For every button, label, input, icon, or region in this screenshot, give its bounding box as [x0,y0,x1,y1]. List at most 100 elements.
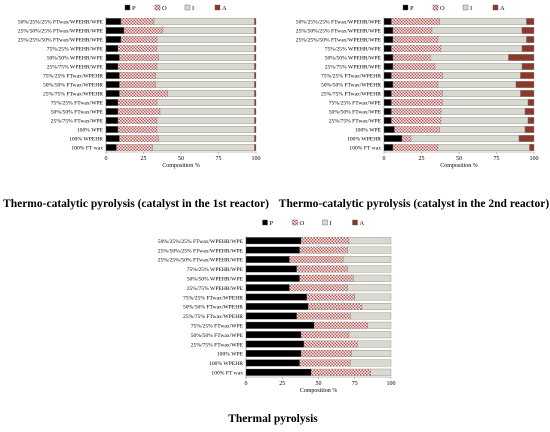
x-axis-label: Composition % [300,388,338,394]
category-label: 25%/75% FTwax/WPEHR [321,92,381,98]
bar-p [383,90,392,97]
bar-p [105,144,117,151]
legend-label-o: O [440,5,445,12]
bar-a [254,72,257,79]
bar-a [527,117,535,124]
caption-thermal-pyrolysis: Thermal pyrolysis [228,413,318,425]
bar-p [383,144,394,151]
x-tick-label: 0 [105,156,108,162]
category-label: 25%/25%/50% FTwax/WPEHR/WPE [296,38,382,44]
chart-catalyst-2nd-reactor: P O I A 50%/25%/25% FTwax/WPEHR/WPE 25%/50%/2… [296,4,539,169]
bar-p [383,81,394,88]
caption-catalyst-1st-reactor: Thermo-catalytic pyrolysis (catalyst in … [3,198,269,210]
bar-i [156,36,255,43]
x-axis-label: Composition % [440,163,478,169]
bar-i [437,144,530,151]
category-label: 100% FT wax [71,146,103,152]
category-label: 100% WPEHR [69,137,103,143]
bar-i [440,108,526,115]
bar-i [437,81,517,88]
bar-a [518,135,535,142]
bar-p [105,108,119,115]
bar-o [117,99,158,106]
bar-i [357,340,392,348]
bar-i [361,303,392,310]
bar-i [158,135,255,142]
bar-o [392,36,439,43]
category-label: 25%/75% FTwax/WPE [191,342,244,348]
bar-i [159,108,255,115]
bar-p [383,27,394,34]
bar-o [117,63,158,70]
bar-i [439,126,526,133]
bar-o [391,117,442,124]
bar-p [245,350,302,357]
category-label: 25%/75% WPEHR/WPE [47,65,104,71]
bar-p [105,45,119,52]
bar-a [254,117,257,124]
category-label: 50%/25%/25% FTwax/WPEHR/WPE [158,239,244,245]
bar-a [254,54,257,61]
bar-o [119,54,159,61]
x-tick-label: 75 [352,381,358,387]
bar-p [383,135,403,142]
bar-o [303,340,358,348]
bar-o [392,63,436,70]
bar-o [300,331,350,339]
bar-a [524,108,535,115]
bar-p [105,18,122,25]
bar-o [116,144,153,151]
bar-a [526,36,535,43]
legend-label-a: A [360,220,365,227]
bar-a [254,108,257,115]
bar-o [300,237,350,245]
bar-i [348,237,392,245]
bar-i [153,18,255,25]
legend-swatch-a [492,4,499,11]
bar-i [410,135,520,142]
legend-swatch-i [322,219,328,226]
bar-p [245,284,290,292]
bar-p [105,126,119,133]
bar-a [254,81,257,88]
category-label: 100% FT wax [349,146,381,152]
legend-swatch-o [154,4,161,11]
bar-o [120,36,158,43]
bar-p [245,321,315,329]
bar-o [392,81,439,88]
legend-swatch-p [402,4,409,11]
bar-p [245,246,300,254]
bar-i [351,350,392,357]
category-label: 25%/75% FTwax/WPEHR [183,314,243,320]
category-label: 50%/25%/25% FTwax/WPEHR/WPE [296,20,382,26]
bar-o [401,135,412,142]
bar-a [524,126,535,133]
bar-i [156,63,255,70]
bar-i [440,117,529,124]
bar-o [117,117,158,124]
bar-o [120,18,155,25]
bar-i [156,45,255,52]
bar-i [442,90,521,97]
bar-o [299,274,354,282]
legend-label-i: I [330,220,332,227]
category-label: 50%/50% FTwax/WPEHR [321,83,381,89]
bar-a [254,99,257,106]
bar-p [105,36,122,43]
bar-i [167,90,255,97]
category-label: 75%/25% WPEHR/WPE [325,47,382,53]
legend-label-p: P [132,5,136,12]
legend-swatch-a [214,4,221,11]
bar-p [383,72,392,79]
bar-i [442,72,521,79]
category-label: 50%/50% WPEHR/WPE [187,277,244,283]
category-label: 75%/25% WPEHR/WPE [187,267,244,273]
bar-p [105,117,119,124]
bar-o [311,368,371,376]
bar-i [437,36,527,43]
bar-a [521,27,535,34]
bar-a [254,18,257,25]
chart-catalyst-1st-reactor: P O I A 50%/25%/25% FTwax/WPEHR/WPE 25%/50%/2… [18,4,261,169]
bar-o [117,108,161,115]
bar-a [254,27,257,34]
